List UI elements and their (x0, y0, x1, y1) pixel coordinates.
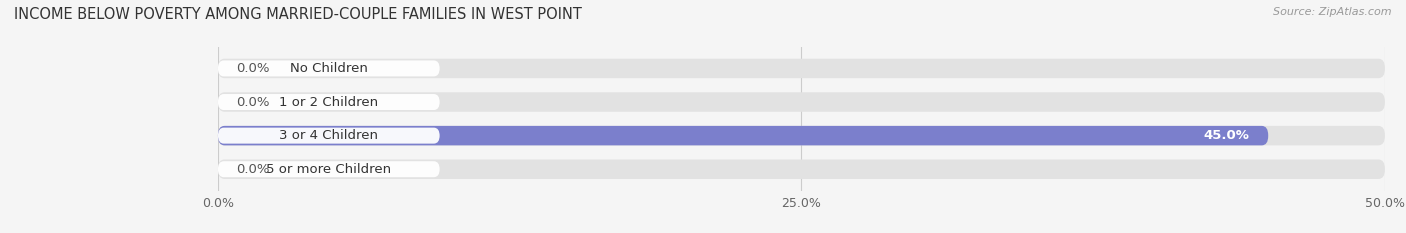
Text: INCOME BELOW POVERTY AMONG MARRIED-COUPLE FAMILIES IN WEST POINT: INCOME BELOW POVERTY AMONG MARRIED-COUPL… (14, 7, 582, 22)
FancyBboxPatch shape (218, 60, 440, 76)
Text: 1 or 2 Children: 1 or 2 Children (280, 96, 378, 109)
Text: 5 or more Children: 5 or more Children (266, 163, 391, 176)
FancyBboxPatch shape (218, 126, 1268, 145)
FancyBboxPatch shape (218, 161, 440, 177)
Text: 0.0%: 0.0% (236, 62, 270, 75)
Text: 45.0%: 45.0% (1204, 129, 1250, 142)
Text: Source: ZipAtlas.com: Source: ZipAtlas.com (1274, 7, 1392, 17)
FancyBboxPatch shape (218, 92, 1385, 112)
FancyBboxPatch shape (218, 59, 1385, 78)
Text: 0.0%: 0.0% (236, 163, 270, 176)
FancyBboxPatch shape (218, 128, 440, 144)
Text: No Children: No Children (290, 62, 368, 75)
FancyBboxPatch shape (218, 94, 440, 110)
FancyBboxPatch shape (218, 159, 1385, 179)
Text: 0.0%: 0.0% (236, 96, 270, 109)
FancyBboxPatch shape (218, 126, 1385, 145)
Text: 3 or 4 Children: 3 or 4 Children (280, 129, 378, 142)
